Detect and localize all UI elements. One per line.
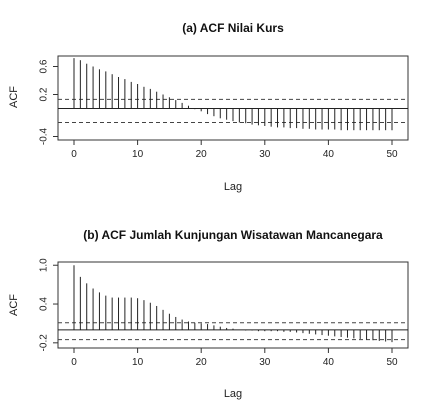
- chart-a-x-tick-label: 0: [71, 149, 77, 160]
- chart-a-y-tick-label: 0.6: [39, 59, 50, 73]
- chart-a-xlabel: Lag: [224, 181, 242, 193]
- chart-b-x-tick-label: 10: [132, 357, 144, 368]
- chart-b-xlabel: Lag: [224, 388, 242, 400]
- chart-a-spikes: [73, 58, 393, 131]
- acf-panel-b: (b) ACF Jumlah Kunjungan Wisatawan Manca…: [8, 228, 409, 400]
- chart-b-y-tick-label: -0.2: [39, 334, 50, 352]
- chart-a-ylabel: ACF: [8, 86, 20, 108]
- chart-b-plot-frame: [57, 261, 409, 349]
- chart-a-x-tick-label: 10: [132, 149, 144, 160]
- acf-panel-a: (a) ACF Nilai Kurs ACF Lag 0 10 20 30 40 50 -…: [8, 21, 409, 193]
- chart-b-spikes: [73, 265, 393, 343]
- chart-a-y-tick-label: 0.2: [39, 87, 50, 101]
- chart-a-x-tick-label: 30: [259, 149, 271, 160]
- chart-a-x-tick-label: 20: [196, 149, 208, 160]
- chart-b-y-tick-label: 1.0: [39, 258, 50, 272]
- chart-b-x-tick-label: 0: [71, 357, 77, 368]
- chart-b-x-axis: 0 10 20 30 40 50: [71, 348, 398, 368]
- chart-a-y-tick-label: -0.4: [39, 127, 50, 145]
- chart-a-x-axis: 0 10 20 30 40 50: [71, 140, 398, 160]
- chart-a-x-tick-label: 50: [386, 149, 398, 160]
- chart-b-x-tick-label: 40: [323, 357, 335, 368]
- chart-b-x-tick-label: 50: [386, 357, 398, 368]
- chart-b-y-tick-label: 0.4: [39, 297, 50, 311]
- chart-b-ylabel: ACF: [8, 294, 20, 316]
- chart-b-x-tick-label: 20: [196, 357, 208, 368]
- chart-b-x-tick-label: 30: [259, 357, 271, 368]
- chart-a-x-tick-label: 40: [323, 149, 335, 160]
- chart-b-title: (b) ACF Jumlah Kunjungan Wisatawan Manca…: [83, 228, 383, 242]
- chart-b-y-axis: -0.2 0.4 1.0: [39, 258, 58, 352]
- chart-a-title: (a) ACF Nilai Kurs: [182, 21, 284, 35]
- chart-a-plot-frame: [57, 55, 409, 141]
- chart-a-y-axis: -0.4 0.2 0.6: [39, 59, 58, 145]
